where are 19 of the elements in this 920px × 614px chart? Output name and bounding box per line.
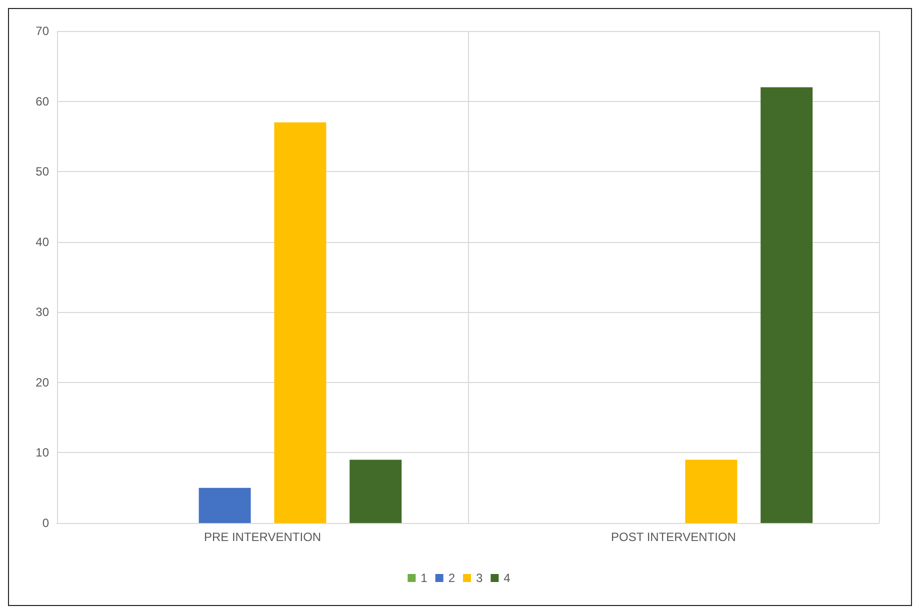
legend-label: 1	[420, 571, 428, 585]
y-tick-label: 20	[36, 375, 50, 390]
y-tick-label: 60	[36, 94, 50, 108]
bar	[685, 460, 738, 523]
bar	[760, 87, 813, 523]
legend-label: 3	[476, 571, 483, 585]
legend-label: 4	[504, 571, 511, 585]
x-tick-label: PRE INTERVENTION	[204, 530, 322, 544]
y-tick-label: 70	[36, 24, 50, 38]
x-tick-label: POST INTERVENTION	[611, 530, 736, 544]
y-tick-label: 30	[36, 305, 50, 320]
y-tick-label: 0	[42, 516, 50, 530]
y-tick-label: 10	[36, 446, 50, 460]
y-tick-label: 50	[36, 164, 50, 179]
bar	[274, 122, 326, 523]
legend-label: 2	[448, 571, 456, 585]
bar	[198, 488, 251, 523]
y-tick-label: 40	[36, 234, 50, 249]
bar	[350, 460, 402, 523]
